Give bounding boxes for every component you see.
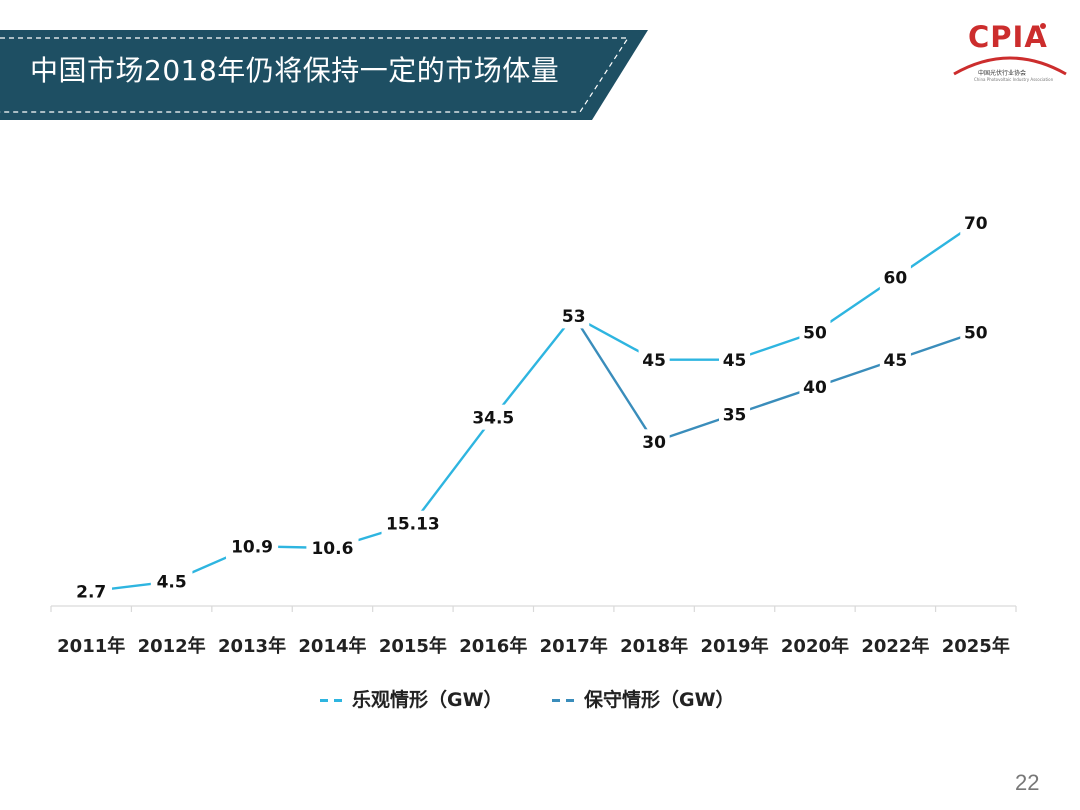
logo-subtitle: 中国光伏行业协会 [978, 70, 1027, 77]
legend-swatch-optimistic [320, 699, 348, 702]
cpia-logo [953, 23, 1067, 76]
data-label-bg [960, 319, 992, 345]
legend-item-conservative: 保守情形（GW） [552, 686, 735, 714]
data-label-bg [558, 303, 590, 329]
data-label: 50 [964, 323, 988, 343]
x-tick-label: 2025年 [942, 635, 1010, 657]
data-label-bg [467, 404, 520, 430]
x-tick-label: 2022年 [861, 635, 929, 657]
data-label: 10.6 [311, 539, 353, 559]
data-label: 60 [884, 269, 908, 289]
data-label-bg [225, 533, 279, 559]
page-number: 22 [1015, 770, 1040, 795]
data-label: 35 [723, 406, 747, 426]
page-title: 中国市场2018年仍将保持一定的市场体量 [30, 54, 560, 87]
x-tick-label: 2012年 [138, 635, 206, 657]
logo-dot [1040, 23, 1046, 29]
x-tick-label: 2017年 [540, 635, 608, 657]
legend-swatch-conservative [552, 699, 580, 702]
series-line-optimistic [89, 221, 977, 593]
data-label: 30 [642, 433, 666, 453]
logo-text: CPIA [968, 20, 1048, 54]
x-tick-label: 2015年 [379, 635, 447, 657]
x-tick-label: 2013年 [218, 635, 286, 657]
data-label: 40 [803, 378, 827, 398]
data-label-bg [70, 578, 113, 604]
data-label-bg [960, 210, 992, 236]
data-label: 10.9 [231, 537, 273, 557]
data-label-bg [150, 568, 193, 594]
data-label: 53 [562, 307, 586, 327]
legend-label-optimistic: 乐观情形（GW） [352, 689, 503, 711]
data-label-bg [799, 319, 831, 345]
data-label-bg [381, 510, 445, 536]
series-lines [89, 221, 977, 593]
banner-shape [0, 30, 648, 120]
data-label-bg [638, 429, 670, 455]
data-label-bg [799, 374, 831, 400]
data-label-bg [719, 347, 751, 373]
data-label: 45 [884, 351, 908, 371]
logo-arc [953, 56, 1067, 76]
x-tick-label: 2011年 [57, 635, 125, 657]
data-label: 70 [964, 214, 988, 234]
data-label-bg [638, 347, 670, 373]
data-labels: 2.7 4.5 10.9 10.6 15.13 34.5 53 45 45 50 60 70 30 35 4… [70, 210, 992, 604]
legend-item-optimistic: 乐观情形（GW） [320, 686, 503, 714]
data-label-bg [719, 401, 751, 427]
data-label: 50 [803, 323, 827, 343]
x-tick-label: 2014年 [298, 635, 366, 657]
x-tick-label: 2016年 [459, 635, 527, 657]
data-label: 4.5 [157, 572, 187, 592]
data-label: 45 [642, 351, 666, 371]
logo-subtitle-en: China Photovoltaic Industry Association [974, 77, 1054, 82]
data-label: 2.7 [76, 582, 106, 602]
legend-label-conservative: 保守情形（GW） [584, 689, 735, 711]
series-line-conservative [572, 314, 977, 443]
data-label-bg [879, 347, 911, 373]
x-tick-label: 2020年 [781, 635, 849, 657]
title-banner [0, 30, 648, 120]
data-label-bg [879, 265, 911, 291]
data-label: 34.5 [472, 408, 514, 428]
x-axis: 2011年 2012年 2013年 2014年 2015年 2016年 2017年 2018年… [50, 605, 1017, 657]
data-label: 45 [723, 351, 747, 371]
data-label-bg [306, 535, 359, 561]
x-tick-label: 2019年 [700, 635, 768, 657]
x-tick-label: 2018年 [620, 635, 688, 657]
data-label: 15.13 [386, 514, 440, 534]
chart-legend: 乐观情形（GW） 保守情形（GW） [0, 686, 1080, 714]
